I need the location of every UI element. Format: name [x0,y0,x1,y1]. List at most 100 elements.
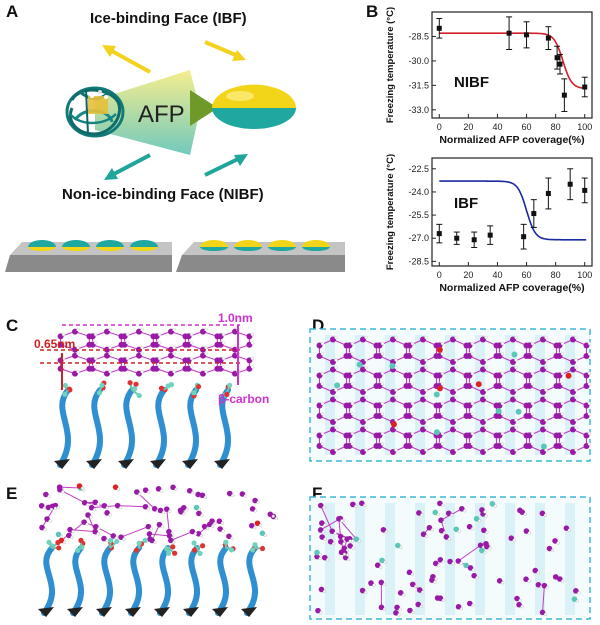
atom [535,581,542,588]
hydrogen-atom [204,345,208,350]
ribbon-arrowhead [38,607,54,617]
hydrogen-atom [545,586,549,590]
y-tick-label: -27.0 [408,233,429,243]
hydrogen-atom [326,558,330,562]
hydrogen-atom [231,493,235,498]
atom [374,562,381,569]
atom [76,483,83,489]
hydrogen-atom [459,561,463,565]
hydrogen-atom [454,388,458,392]
atom [321,554,328,561]
side-chain-atom [165,383,171,389]
hydrogen-atom [484,448,488,452]
hydrogen-atom [189,332,194,337]
ice-lattice [57,327,255,377]
data-point [561,92,567,98]
lattice-bond [41,505,56,528]
atom [216,518,223,525]
ribbon-arrowhead [182,459,198,469]
backbone-ribbon [215,545,230,616]
data-point [554,55,560,61]
series-panel-label: IBF [454,195,478,212]
hydrogen-atom [350,382,355,386]
hydrogen-atom [146,507,151,511]
hydrogen-atom [157,332,162,337]
atom [353,536,360,543]
hydrogen-atom [320,442,325,446]
hydrogen-atom [274,516,279,521]
hydrogen-atom [348,539,352,543]
hydrogen-atom [454,395,458,400]
atom [178,508,184,515]
hydrogen-atom [114,536,118,540]
hydrogen-atom [49,507,54,511]
hydrogen-atom [363,590,368,595]
atom [539,609,546,616]
atom [455,603,462,610]
yellow-arrow-left [102,45,151,74]
backbone-ribbon [157,545,172,616]
panel-a-schematic: AFP [5,40,345,272]
side-chain-atom [75,547,81,553]
atom [189,528,196,535]
hydrogen-atom [493,504,497,508]
hydrogen-atom [168,509,172,513]
hydrogen-atom [189,356,194,361]
hydrogen-atom [320,431,325,436]
hydrogen-atom [185,508,189,512]
residue-atom [436,346,443,353]
atom [38,502,45,509]
hydrogen-atom [574,395,578,400]
hydrogen-atom [334,335,338,340]
series-panel-label: NIBF [454,74,489,91]
side-chain-atom [223,539,229,545]
atom [459,505,465,512]
hydrogen-atom [320,401,325,406]
residue-atom [565,372,572,379]
data-point [454,235,460,241]
panel-e-letter: E [6,484,18,503]
y-tick-label: -22.5 [408,164,429,174]
atom [149,537,155,544]
data-point [521,234,527,240]
hydrogen-atom [424,365,428,370]
atom [341,545,348,552]
atom [319,534,325,540]
hydrogen-atom [520,605,524,609]
atom [571,596,578,602]
hydrogen-atom [410,371,415,376]
hydrogen-atom [172,351,176,356]
data-point [506,30,512,36]
atom [163,506,170,512]
hydrogen-atom [442,531,447,535]
y-tick-label: -33.0 [408,105,429,115]
atom [93,523,99,530]
hydrogen-atom [574,388,578,392]
atom [199,492,206,499]
hydrogen-atom [211,524,215,528]
hydrogen-atom [470,431,475,436]
atom [319,520,325,526]
ribbon-arrowhead [67,607,83,617]
atom [134,489,140,495]
faint-backbone [385,335,395,455]
atom [226,490,233,497]
hydrogen-atom [483,550,487,555]
atom [455,558,462,564]
atom [519,509,526,515]
hydrogen-atom [530,371,535,376]
hydrogen-atom [587,442,592,446]
atom [156,521,163,528]
atom [350,501,356,508]
hydrogen-atom [440,412,445,416]
hydrogen-atom [543,513,547,517]
hydrogen-atom [140,327,144,332]
atom [378,579,385,586]
hydrogen-atom [523,512,527,516]
atom [481,527,487,534]
hydrogen-atom [125,332,130,337]
atom [563,525,570,531]
atom [92,528,98,535]
residue-atom [390,421,397,428]
data-point [524,32,530,38]
